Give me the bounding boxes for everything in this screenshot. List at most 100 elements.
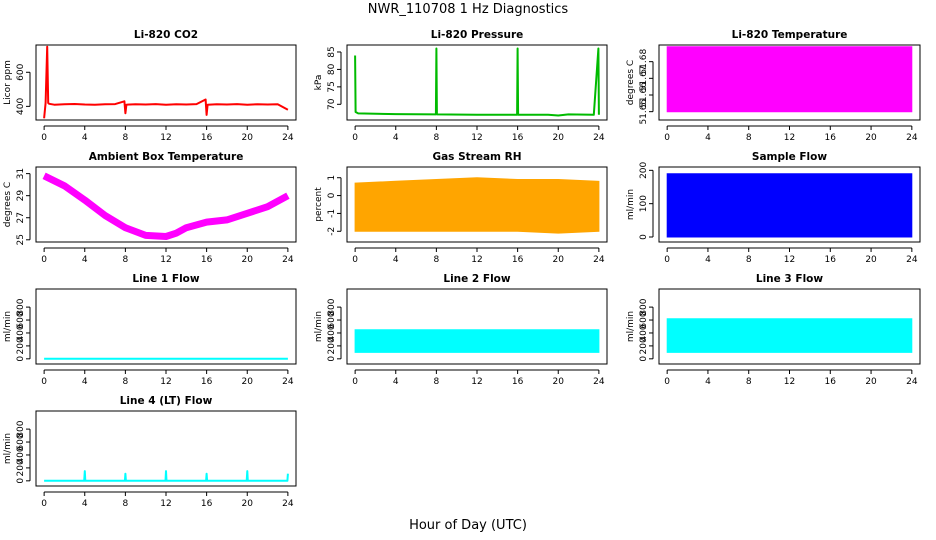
panel-title: Sample Flow: [752, 151, 827, 163]
y-tick-label: 27: [16, 212, 26, 223]
x-tick-label: 20: [553, 255, 565, 265]
x-tick-label: 0: [664, 377, 670, 387]
x-axis-caption: Hour of Day (UTC): [409, 518, 527, 533]
chart-panel: Line 1 Flow ml/min 0 4 8 12 16 20 24 0 20040060080…: [3, 273, 297, 387]
x-tick-label: 0: [664, 133, 670, 143]
x-tick-label: 24: [906, 133, 918, 143]
x-tick-label: 20: [865, 255, 877, 265]
x-tick-label: 0: [352, 377, 358, 387]
x-tick-label: 20: [242, 133, 254, 143]
x-tick-label: 4: [82, 377, 88, 387]
y-tick-label: -1: [327, 209, 337, 218]
data-layer: [666, 318, 913, 353]
y-axis-label: kPa: [314, 75, 324, 91]
x-tick-label: 4: [393, 377, 399, 387]
y-tick-label: 0: [639, 234, 649, 240]
x-tick-label: 4: [82, 499, 88, 509]
x-tick-label: 16: [512, 377, 524, 387]
plot-frame: [35, 288, 297, 365]
x-tick-label: 20: [242, 499, 254, 509]
y-tick-label: 51.67: [639, 65, 649, 91]
plot-frame: [346, 166, 608, 243]
plot-frame: [658, 288, 921, 365]
x-tick-label: 0: [352, 255, 358, 265]
x-tick-label: 12: [160, 255, 171, 265]
y-tick-label: 0: [639, 356, 649, 362]
x-tick-label: 12: [471, 255, 482, 265]
y-axis-label: ml/min: [626, 311, 636, 342]
chart-panel: Ambient Box Temperature degrees C 0 4 8 12 16 2…: [3, 151, 297, 265]
y-tick-label: 70: [327, 98, 337, 110]
plot-frame: [658, 166, 921, 243]
plot-frame: [658, 44, 921, 121]
y-tick-label: 400: [16, 324, 26, 341]
x-tick-label: 0: [41, 499, 47, 509]
x-tick-label: 16: [825, 133, 837, 143]
x-tick-label: 0: [41, 377, 47, 387]
x-tick-label: 24: [282, 255, 294, 265]
x-tick-label: 0: [352, 133, 358, 143]
panel-title: Ambient Box Temperature: [89, 151, 244, 163]
x-tick-label: 20: [242, 255, 254, 265]
y-tick-label: 600: [639, 311, 649, 328]
x-tick-label: 12: [784, 255, 795, 265]
x-tick-label: 12: [160, 499, 171, 509]
x-tick-label: 8: [746, 133, 752, 143]
y-tick-label: 400: [16, 98, 26, 115]
y-tick-label: 600: [327, 311, 337, 328]
y-axis-label: degrees C: [3, 182, 13, 227]
y-axis-label: ml/min: [314, 311, 324, 342]
chart-panel: Line 2 Flow ml/min 0 4 8 12 16 20 24 0 20040060080…: [314, 273, 608, 387]
data-layer: [666, 46, 913, 113]
y-tick-label: 0: [327, 192, 337, 198]
y-tick-label: 0: [16, 356, 26, 362]
x-tick-label: 8: [434, 255, 440, 265]
y-tick-label: -2: [327, 227, 337, 236]
x-tick-label: 24: [906, 255, 918, 265]
x-tick-label: 4: [393, 133, 399, 143]
x-tick-label: 16: [201, 377, 213, 387]
y-tick-label: 400: [639, 324, 649, 341]
chart-panel: Li-820 Pressure kPa 0 4 8 12 16 20 24 70 75 80 85: [314, 29, 608, 143]
panel-title: Li-820 CO2: [134, 29, 198, 41]
panel-title: Line 4 (LT) Flow: [120, 395, 213, 407]
y-tick-label: 200: [16, 337, 26, 354]
x-tick-label: 4: [705, 377, 711, 387]
x-tick-label: 8: [746, 255, 752, 265]
y-tick-label: 0: [327, 356, 337, 362]
x-tick-label: 4: [705, 255, 711, 265]
data-layer: [666, 173, 913, 238]
data-layer: [42, 172, 290, 240]
series-band: [354, 177, 600, 234]
panel-title: Li-820 Temperature: [732, 29, 848, 41]
x-tick-label: 24: [282, 133, 294, 143]
y-tick-label: 800: [16, 298, 26, 315]
y-tick-label: 200: [639, 161, 649, 178]
series-line: [43, 45, 289, 119]
y-tick-label: 600: [16, 433, 26, 450]
x-tick-label: 20: [865, 133, 877, 143]
x-tick-label: 8: [123, 255, 129, 265]
y-tick-label: 600: [16, 63, 26, 80]
chart-panel: Li-820 CO2 Licor ppm 0 4 8 12 16 20 24 400 600: [3, 29, 297, 143]
x-tick-label: 4: [705, 133, 711, 143]
x-tick-label: 4: [82, 255, 88, 265]
y-tick-label: 800: [639, 298, 649, 315]
y-tick-label: 29: [16, 190, 26, 202]
y-axis-label: degrees C: [626, 60, 636, 105]
x-tick-label: 20: [553, 377, 565, 387]
data-layer: [354, 177, 600, 234]
x-tick-label: 8: [746, 377, 752, 387]
y-tick-label: 51.68: [639, 49, 649, 75]
panel-title: Line 1 Flow: [132, 273, 199, 285]
y-tick-label: 400: [16, 446, 26, 463]
x-tick-label: 16: [201, 255, 213, 265]
x-tick-label: 8: [123, 499, 129, 509]
x-tick-label: 0: [41, 133, 47, 143]
x-tick-label: 20: [242, 377, 254, 387]
plot-frame: [346, 288, 608, 365]
data-layer: [354, 329, 600, 353]
x-tick-label: 8: [123, 377, 129, 387]
